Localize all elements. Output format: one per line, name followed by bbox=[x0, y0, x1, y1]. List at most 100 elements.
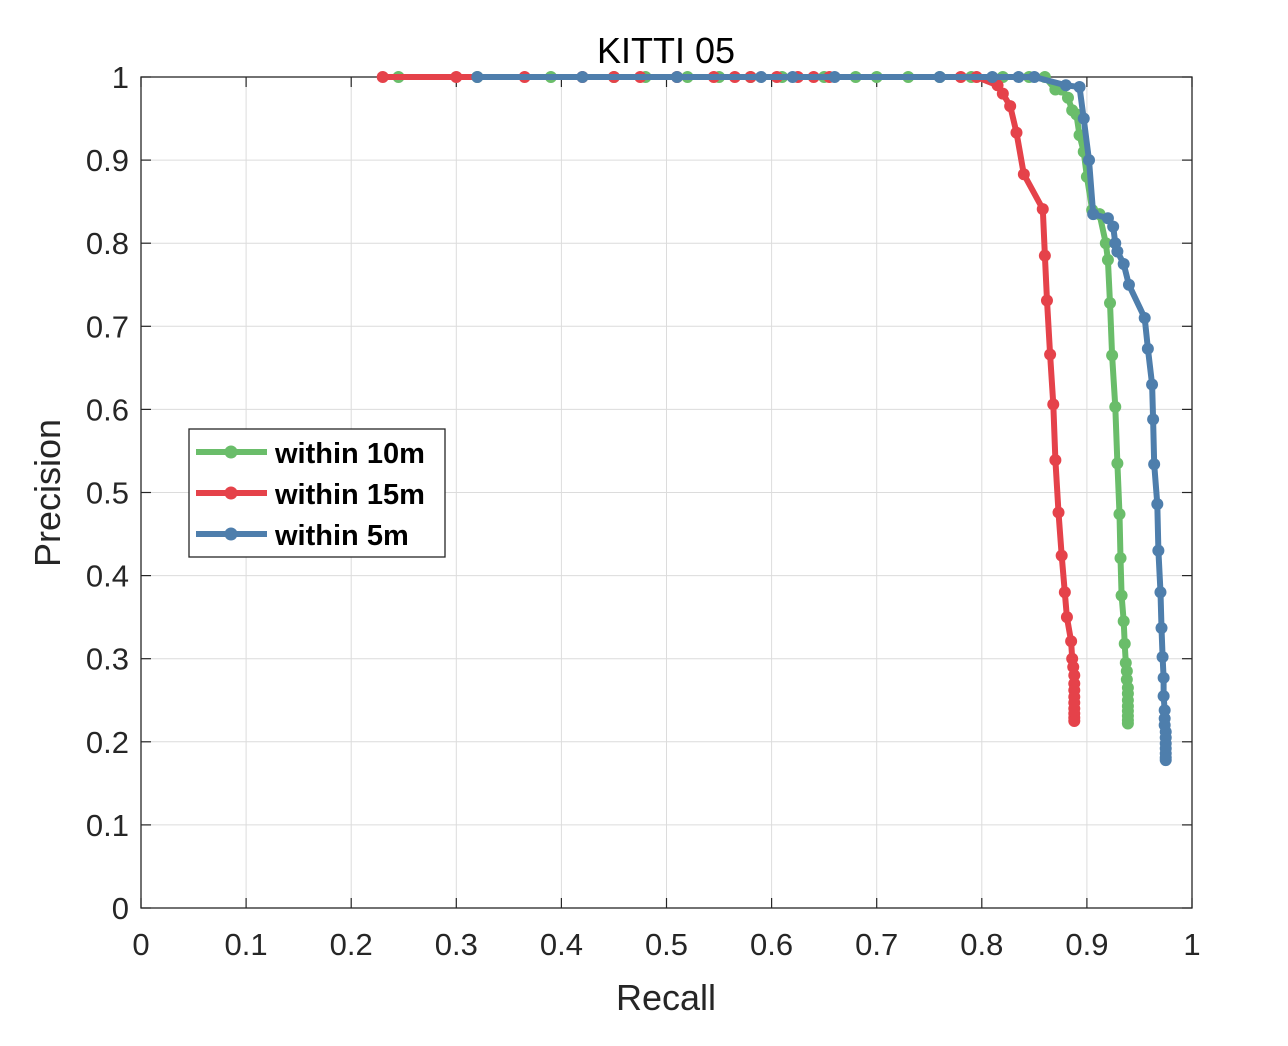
data-point bbox=[576, 71, 589, 83]
x-tick-label: 0 bbox=[132, 927, 149, 962]
data-point bbox=[1068, 669, 1081, 682]
data-point bbox=[1122, 278, 1135, 291]
data-point bbox=[1004, 100, 1017, 113]
data-point bbox=[1040, 294, 1053, 307]
series-within-5m bbox=[471, 71, 1172, 767]
legend-label: within 15m bbox=[274, 479, 425, 511]
x-tick-label: 0.1 bbox=[225, 927, 268, 962]
data-point bbox=[450, 71, 463, 83]
data-point bbox=[1120, 665, 1133, 678]
data-point bbox=[1147, 413, 1160, 426]
data-point bbox=[1036, 203, 1049, 216]
data-point bbox=[1117, 257, 1130, 270]
data-point bbox=[1017, 168, 1030, 181]
data-point bbox=[1158, 704, 1171, 717]
y-tick-label: 0 bbox=[112, 891, 129, 926]
data-point bbox=[1107, 220, 1120, 233]
x-tick-label: 0.5 bbox=[645, 927, 688, 962]
data-point bbox=[1028, 71, 1041, 83]
data-point bbox=[1061, 91, 1074, 104]
data-point bbox=[1049, 454, 1062, 467]
data-point bbox=[1083, 154, 1096, 167]
y-tick-label: 0.2 bbox=[86, 725, 129, 760]
data-point bbox=[1047, 398, 1060, 411]
data-point bbox=[1157, 671, 1170, 684]
y-tick-label: 0.3 bbox=[86, 642, 129, 677]
data-point bbox=[1038, 249, 1051, 262]
x-tick-label: 0.4 bbox=[540, 927, 583, 962]
data-point bbox=[986, 71, 999, 83]
legend-entry: within 15m bbox=[196, 479, 425, 511]
x-tick-label: 0.8 bbox=[960, 927, 1003, 962]
data-point bbox=[1154, 586, 1167, 599]
data-point bbox=[1146, 378, 1159, 391]
data-point bbox=[671, 71, 684, 83]
data-point bbox=[1106, 349, 1119, 362]
y-tick-label: 0.7 bbox=[86, 309, 129, 344]
data-point bbox=[1059, 79, 1072, 92]
legend-entry: within 5m bbox=[196, 520, 409, 552]
data-point bbox=[1087, 208, 1100, 221]
data-point bbox=[1118, 637, 1131, 650]
x-tick-label: 0.6 bbox=[750, 927, 793, 962]
data-point bbox=[1148, 458, 1161, 471]
chart-title: KITTI 05 bbox=[597, 30, 735, 71]
grid-lines bbox=[141, 77, 1192, 908]
y-tick-label: 0.8 bbox=[86, 226, 129, 261]
legend-label: within 10m bbox=[274, 438, 425, 470]
legend-label: within 5m bbox=[274, 520, 409, 552]
x-tick-labels: 0 0.1 0.2 0.3 0.4 0.5 0.6 0.7 0.8 0.9 1 bbox=[132, 927, 1200, 962]
data-point bbox=[1010, 126, 1023, 139]
data-point bbox=[1101, 253, 1114, 266]
data-point bbox=[1159, 754, 1172, 767]
data-point bbox=[1065, 635, 1078, 648]
data-point bbox=[996, 87, 1009, 100]
data-point bbox=[786, 71, 799, 83]
data-point bbox=[1117, 615, 1130, 628]
data-point bbox=[1104, 297, 1117, 310]
y-tick-label: 0.9 bbox=[86, 143, 129, 178]
y-tick-label: 0.1 bbox=[86, 808, 129, 843]
data-point bbox=[1052, 506, 1065, 519]
data-point bbox=[1058, 586, 1071, 599]
legend: within 10m within 15m within 5m bbox=[188, 428, 446, 558]
x-tick-label: 0.2 bbox=[330, 927, 373, 962]
y-tick-labels: 0 0.1 0.2 0.3 0.4 0.5 0.6 0.7 0.8 0.9 1 bbox=[86, 60, 129, 926]
data-point bbox=[376, 71, 389, 83]
legend-swatch-marker bbox=[224, 486, 238, 500]
x-tick-label: 0.9 bbox=[1065, 927, 1108, 962]
legend-entry: within 10m bbox=[196, 438, 425, 470]
x-tick-label: 0.7 bbox=[855, 927, 898, 962]
data-point bbox=[1077, 112, 1090, 125]
data-point bbox=[1156, 651, 1169, 664]
y-tick-label: 0.6 bbox=[86, 392, 129, 427]
legend-entries: within 10m within 15m within 5m bbox=[196, 438, 425, 552]
data-point bbox=[1109, 400, 1122, 413]
data-point bbox=[1012, 71, 1025, 83]
data-point bbox=[1111, 457, 1124, 470]
data-point bbox=[1121, 717, 1134, 730]
data-point bbox=[1099, 237, 1112, 250]
y-tick-label: 0.5 bbox=[86, 476, 129, 511]
data-point bbox=[1115, 589, 1128, 602]
data-point bbox=[471, 71, 484, 83]
data-point bbox=[1111, 245, 1124, 258]
data-point bbox=[1138, 311, 1151, 324]
y-axis-title: Precision bbox=[27, 419, 68, 567]
data-point bbox=[828, 71, 841, 83]
data-point bbox=[1044, 348, 1057, 361]
data-point bbox=[1060, 611, 1073, 624]
data-point bbox=[1141, 342, 1154, 355]
legend-swatch-marker bbox=[224, 445, 238, 459]
series-layer bbox=[376, 71, 1172, 767]
legend-swatch-marker bbox=[224, 527, 238, 541]
data-point bbox=[1157, 690, 1170, 703]
data-point bbox=[1155, 621, 1168, 634]
data-point bbox=[1114, 552, 1127, 565]
y-tick-label: 1 bbox=[112, 60, 129, 95]
data-point bbox=[1055, 549, 1068, 562]
data-point bbox=[1073, 80, 1086, 93]
x-tick-label: 0.3 bbox=[435, 927, 478, 962]
data-point bbox=[933, 71, 946, 83]
